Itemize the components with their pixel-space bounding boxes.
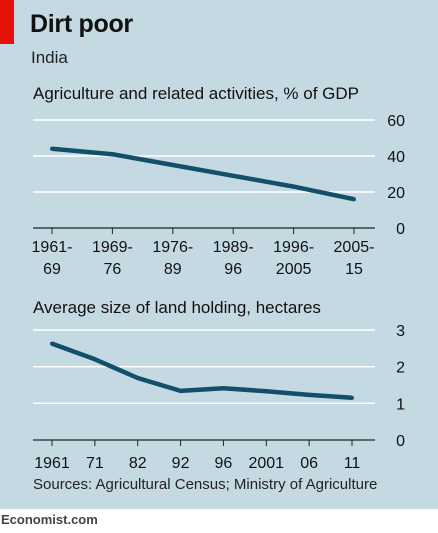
chart1-data-point <box>170 163 175 167</box>
chart1-title: Agriculture and related activities, % of… <box>33 84 359 103</box>
chart2-x-tick-label: 2001 <box>248 455 284 472</box>
chart1-x-tick-label: 69 <box>43 261 61 278</box>
chart1-x-tick-label: 1969- <box>92 239 133 256</box>
chart1-data-point <box>50 146 54 151</box>
chart1-x-tick-label: 2005 <box>276 261 312 278</box>
chart1-data-point <box>110 152 115 157</box>
chart2-data-point <box>50 341 54 346</box>
chart2-series-line <box>51 341 353 401</box>
chart1-y-tick-label: 40 <box>387 149 405 166</box>
brand-tab <box>0 0 14 44</box>
chart1-y-tick-label: 60 <box>387 113 405 130</box>
chart1-y-tick-label: 0 <box>396 221 405 238</box>
chart1-data-point <box>231 173 236 178</box>
chart1-x-tick-label: 1989- <box>213 239 254 256</box>
chart2-y-tick-label: 3 <box>396 323 405 340</box>
chart1-x-tick-label: 2005- <box>334 239 375 256</box>
chart1-x-tick-label: 1961- <box>32 239 73 256</box>
chart2-x-tick-label: 96 <box>215 455 233 472</box>
chart-title: Dirt poor <box>30 10 133 38</box>
chart2-x-tick-label: 11 <box>344 455 361 472</box>
charts-svg: 02040601961-691969-761976-891989-961996-… <box>32 113 406 472</box>
chart2-x-tick-label: 82 <box>129 455 147 472</box>
chart2-x-tick-label: 92 <box>172 455 190 472</box>
chart2-title: Average size of land holding, hectares <box>33 298 321 317</box>
source-note: Sources: Agricultural Census; Ministry o… <box>33 476 378 493</box>
chart1-x-tick-label: 15 <box>345 261 363 278</box>
chart2-data-point <box>264 389 269 394</box>
chart1-data-point <box>352 197 356 202</box>
chart1-data-point <box>291 184 296 189</box>
chart2-y-tick-label: 2 <box>396 360 405 377</box>
chart1-x-tick-label: 89 <box>164 261 182 278</box>
chart1-series-line <box>51 146 355 202</box>
chart2-data-point <box>178 388 183 393</box>
chart2-x-tick-label: 71 <box>86 455 104 472</box>
chart1-x-tick-label: 1996- <box>273 239 314 256</box>
chart2-x-tick-label: 1961 <box>34 455 70 472</box>
chart2-y-tick-label: 1 <box>396 396 405 413</box>
chart2-x-tick-label: 06 <box>300 455 318 472</box>
chart2-y-tick-label: 0 <box>396 433 405 450</box>
chart2-data-point <box>221 386 226 391</box>
chart1-y-tick-label: 20 <box>387 185 405 202</box>
economist-logo: Economist.com <box>1 512 98 527</box>
chart2-data-point <box>92 357 97 362</box>
chart1-x-tick-label: 96 <box>224 261 242 278</box>
chart2-data-point <box>135 376 140 381</box>
chart-panel <box>0 0 438 509</box>
chart2-data-point <box>307 392 312 397</box>
chart1-x-tick-label: 1976- <box>152 239 193 256</box>
chart2-data-point <box>350 395 354 400</box>
chart1-x-tick-label: 76 <box>104 261 122 278</box>
chart-subtitle: India <box>31 48 68 67</box>
